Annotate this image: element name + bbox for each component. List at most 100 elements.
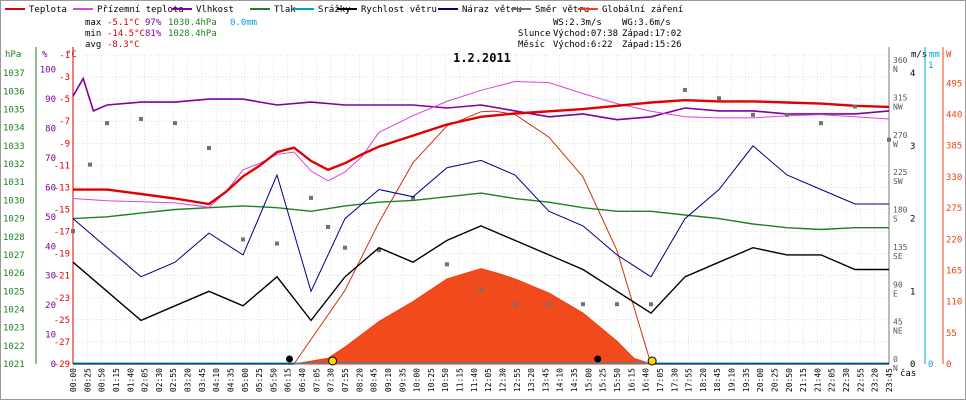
humidity-tick-label: 50 <box>45 213 56 223</box>
wind-gust-info: WG:3.6m/s <box>622 18 671 28</box>
x-tick-label: 12:55 <box>513 368 522 392</box>
x-tick-label: 07:05 <box>312 368 321 392</box>
axis-unit-w: W <box>946 50 952 60</box>
radiation-tick-label: 385 <box>946 142 962 152</box>
axis-unit-hpa: hPa <box>5 50 21 60</box>
radiation-tick-label: 220 <box>946 235 962 245</box>
chart-title: 1.2.2011 <box>453 51 511 65</box>
x-tick-label: 14:35 <box>570 368 579 392</box>
x-tick-label: 06:15 <box>284 368 293 392</box>
direction-tick-label: NW <box>893 102 903 111</box>
axis-unit-time: čas <box>900 368 916 379</box>
temp-tick-label: -1 <box>59 51 70 61</box>
stats-max-label: max <box>85 18 102 28</box>
humidity-tick-label: 100 <box>40 66 56 76</box>
x-tick-label: 22:55 <box>856 368 865 392</box>
gust-line <box>72 145 889 293</box>
axes: 1021102210231024102510261027102810291030… <box>3 47 962 373</box>
wind-direction-point <box>785 112 789 117</box>
pressure-tick-label: 1025 <box>3 287 25 297</box>
direction-tick-deg: 180 <box>893 206 908 215</box>
direction-tick-deg: 45 <box>893 318 903 327</box>
temp-tick-label: -5 <box>59 95 70 105</box>
x-tick-label: 16:40 <box>642 368 651 392</box>
wind-direction-point <box>377 248 381 253</box>
pressure-tick-label: 1031 <box>3 178 25 188</box>
legend-label: Náraz větru <box>462 5 522 15</box>
wind-speed-line <box>72 225 889 322</box>
x-tick-label: 09:10 <box>384 368 393 392</box>
radiation-tick-label: 165 <box>946 266 962 276</box>
pressure-tick-label: 1035 <box>3 106 25 116</box>
stats-max-press: 1030.4hPa <box>168 18 217 28</box>
direction-tick-deg: 315 <box>893 93 908 102</box>
x-tick-label: 19:10 <box>728 368 737 392</box>
x-tick-label: 17:30 <box>670 368 679 392</box>
wind-speed-info: WS:2.3m/s <box>553 18 602 28</box>
radiation-tick-label: 55 <box>946 329 957 339</box>
x-tick-label: 22:05 <box>828 368 837 392</box>
direction-tick-label: E <box>893 289 898 298</box>
x-tick-label: 00:00 <box>69 368 78 392</box>
legend-label: Směr větru <box>535 5 589 15</box>
wind-direction-point <box>139 116 143 121</box>
wind-direction-point <box>853 104 857 109</box>
wind-direction-point <box>649 302 653 307</box>
pressure-tick-label: 1032 <box>3 160 25 170</box>
temp-tick-label: -19 <box>54 250 70 260</box>
stats-min-press: 1028.4hPa <box>168 29 217 39</box>
x-tick-label: 10:00 <box>413 368 422 392</box>
direction-tick-deg: 270 <box>893 131 908 140</box>
wind-direction-point <box>683 87 687 92</box>
x-tick-label: 10:25 <box>427 368 436 392</box>
wind-speed-tick-label: 4 <box>910 69 915 79</box>
x-tick-label: 03:45 <box>198 368 207 392</box>
x-tick-label: 21:40 <box>813 368 822 392</box>
x-tick-label: 05:00 <box>241 368 250 392</box>
radiation-tick-label: 275 <box>946 204 962 214</box>
stats-max-rain: 0.0mm <box>230 18 257 28</box>
x-tick-label: 02:30 <box>155 368 164 392</box>
legend-label: Teplota <box>29 5 67 15</box>
wind-direction-point <box>275 241 279 246</box>
x-tick-label: 00:50 <box>98 368 107 392</box>
humidity-tick-label: 20 <box>45 301 56 311</box>
humidity-tick-label: 10 <box>45 331 56 341</box>
x-tick-label: 12:05 <box>484 368 493 392</box>
humidity-tick-label: 60 <box>45 183 56 193</box>
humidity-tick-label: 70 <box>45 154 56 164</box>
x-tick-label: 11:15 <box>456 368 465 392</box>
pressure-tick-label: 1027 <box>3 251 25 261</box>
x-tick-label: 15:50 <box>613 368 622 392</box>
wind-direction-point <box>326 224 330 229</box>
x-tick-label: 05:50 <box>269 368 278 392</box>
x-tick-label: 20:25 <box>770 368 779 392</box>
pressure-tick-label: 1026 <box>3 269 25 279</box>
wind-direction-point <box>615 302 619 307</box>
direction-tick-deg: 0 <box>893 355 898 364</box>
radiation-tick-label: 110 <box>946 298 962 308</box>
pressure-tick-label: 1030 <box>3 196 25 206</box>
legend-label: Tlak <box>274 5 296 15</box>
x-tick-label: 02:55 <box>169 368 178 392</box>
temp-tick-label: -13 <box>54 183 70 193</box>
legend-label: Rychlost větru <box>361 5 437 15</box>
temp-tick-label: -7 <box>59 117 70 127</box>
axis-unit-degc: °C <box>66 50 77 60</box>
x-tick-label: 01:40 <box>126 368 135 392</box>
humidity-tick-label: 30 <box>45 272 56 282</box>
wind-direction-point <box>207 146 211 151</box>
stats-avg-temp: -8.3°C <box>107 40 140 50</box>
direction-tick-deg: 90 <box>893 280 903 289</box>
wind-direction-point <box>819 121 823 126</box>
sunrise-marker <box>328 356 338 366</box>
temp-tick-label: -17 <box>54 228 70 238</box>
x-tick-label: 13:45 <box>541 368 550 392</box>
legend-label: Vlhkost <box>196 5 234 15</box>
x-tick-label: 14:10 <box>556 368 565 392</box>
stats-max-hum: 97% <box>145 18 162 28</box>
x-tick-label: 08:20 <box>355 368 364 392</box>
wind-speed-tick-label: 1 <box>910 287 915 297</box>
x-tick-label: 20:00 <box>756 368 765 392</box>
